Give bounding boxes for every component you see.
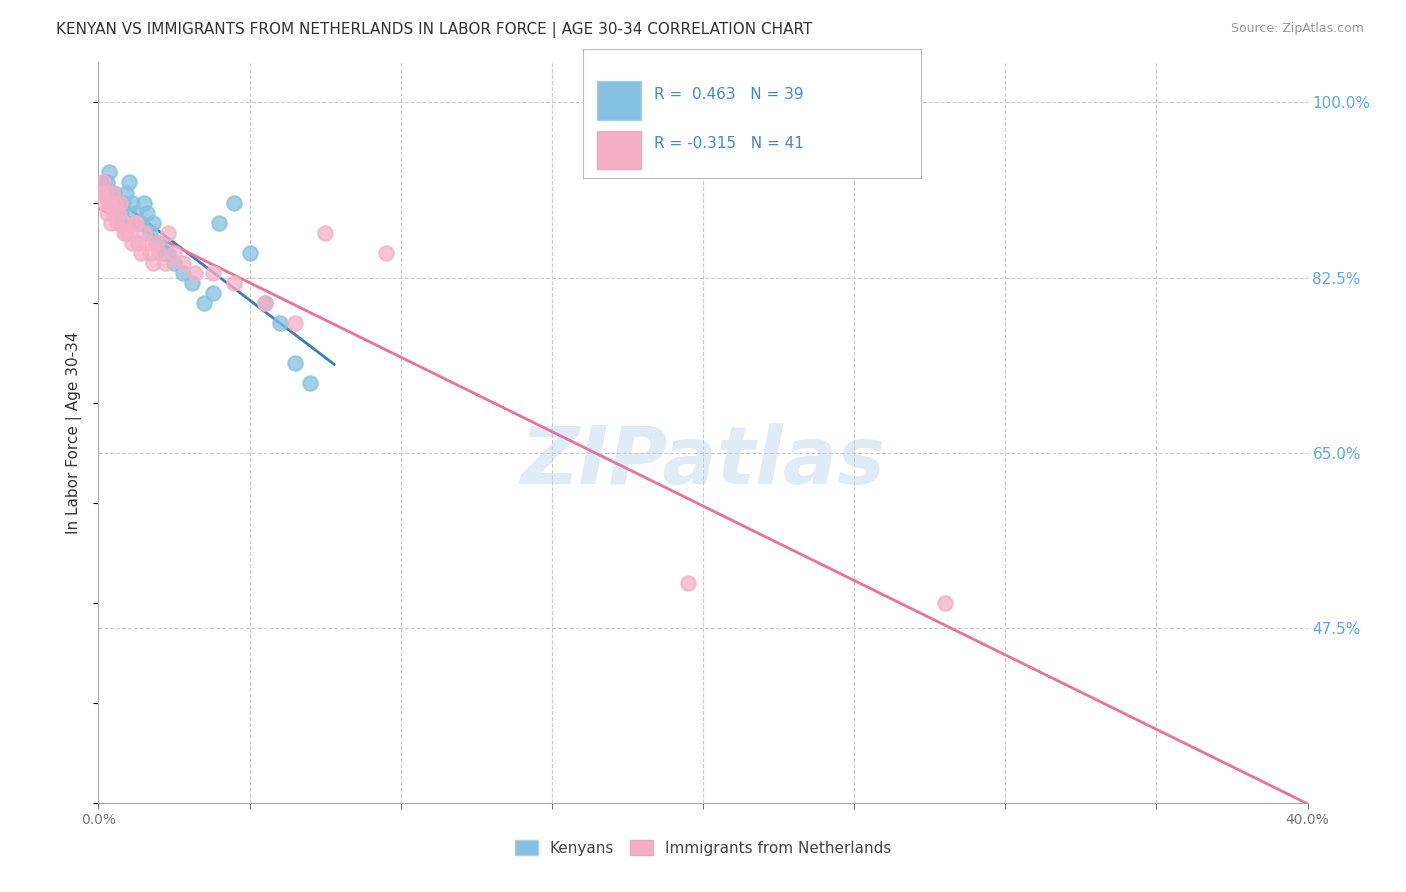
Point [103,205,125,219]
Point [172,255,194,269]
Point [108,205,131,219]
Point [224,195,246,210]
Point [148,235,170,250]
Point [114,226,136,240]
Point [253,295,276,310]
Point [101,195,124,210]
Point [94,186,117,200]
Point [121,235,143,250]
Point [181,276,204,290]
Point [284,355,307,369]
Point [239,245,262,260]
Point [202,266,225,280]
Text: R = -0.315   N = 41: R = -0.315 N = 41 [654,136,804,151]
Y-axis label: In Labor Force | Age 30-34: In Labor Force | Age 30-34 [66,331,83,534]
Point [148,245,170,260]
Point [142,215,165,229]
Point [153,255,176,269]
Point [104,195,127,210]
Point [135,235,157,250]
Point [124,215,146,229]
FancyBboxPatch shape [598,81,641,120]
Point [676,575,699,590]
Point [135,205,157,219]
Point [253,295,276,310]
Point [314,226,336,240]
Point [107,205,129,219]
Point [145,235,167,250]
Point [163,245,186,260]
Point [284,316,307,330]
Point [96,176,118,190]
Point [93,195,115,210]
Point [153,245,176,260]
Point [129,245,152,260]
Point [139,245,162,260]
Point [104,195,127,210]
Point [193,295,215,310]
Point [299,376,322,390]
Point [96,205,118,219]
Point [91,186,114,200]
Point [208,215,231,229]
Point [91,176,114,190]
Point [124,205,146,219]
Point [127,215,149,229]
Point [156,226,179,240]
Point [374,245,396,260]
Point [101,186,124,200]
Point [100,215,122,229]
Point [90,186,112,200]
Legend: Kenyans, Immigrants from Netherlands: Kenyans, Immigrants from Netherlands [509,834,897,862]
Point [103,186,125,200]
Point [93,176,115,190]
Point [118,226,141,240]
Point [934,596,956,610]
Point [202,285,225,300]
Point [132,226,155,240]
Point [110,215,132,229]
Point [127,235,149,250]
Point [184,266,207,280]
Text: ZIPatlas: ZIPatlas [520,423,886,501]
Point [129,215,152,229]
Point [108,195,131,210]
FancyBboxPatch shape [598,130,641,169]
Point [107,205,129,219]
Point [105,215,128,229]
Point [98,165,121,179]
Point [163,255,186,269]
Point [125,215,148,229]
Point [139,226,162,240]
Point [111,195,134,210]
Point [114,186,136,200]
Point [156,245,179,260]
Text: R =  0.463   N = 39: R = 0.463 N = 39 [654,87,804,102]
Point [98,195,121,210]
Point [94,186,117,200]
Point [118,176,141,190]
Point [121,195,143,210]
Point [269,316,291,330]
Point [100,186,122,200]
Point [224,276,246,290]
Text: Source: ZipAtlas.com: Source: ZipAtlas.com [1230,22,1364,36]
Point [105,195,128,210]
Point [172,266,194,280]
Point [111,215,134,229]
Point [142,255,165,269]
Point [132,195,155,210]
Point [112,226,135,240]
Text: KENYAN VS IMMIGRANTS FROM NETHERLANDS IN LABOR FORCE | AGE 30-34 CORRELATION CHA: KENYAN VS IMMIGRANTS FROM NETHERLANDS IN… [56,22,813,38]
